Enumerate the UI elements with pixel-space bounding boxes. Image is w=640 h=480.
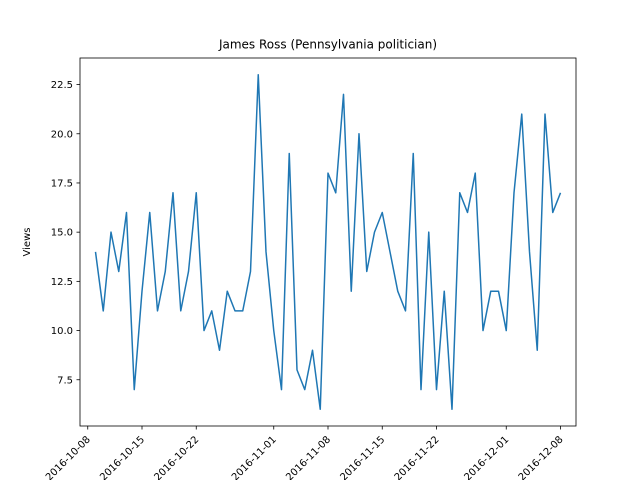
plot-area <box>94 73 562 411</box>
y-axis-label: Views <box>22 228 33 257</box>
y-tick-label: 22.5 <box>51 80 73 91</box>
y-tick-label: 12.5 <box>51 277 73 288</box>
y-tick-label: 10.0 <box>51 326 73 337</box>
y-tick-label: 7.5 <box>57 375 73 386</box>
y-axis: 7.5 10.0 12.5 15.0 17.5 20.0 22.5 <box>51 80 80 386</box>
y-tick-label: 15.0 <box>51 228 73 239</box>
series-line <box>94 73 562 411</box>
y-tick-label: 17.5 <box>51 178 73 189</box>
chart-title: James Ross (Pennsylvania politician) <box>218 38 437 52</box>
plot-frame <box>79 57 577 427</box>
y-tick-label: 20.0 <box>51 129 73 140</box>
